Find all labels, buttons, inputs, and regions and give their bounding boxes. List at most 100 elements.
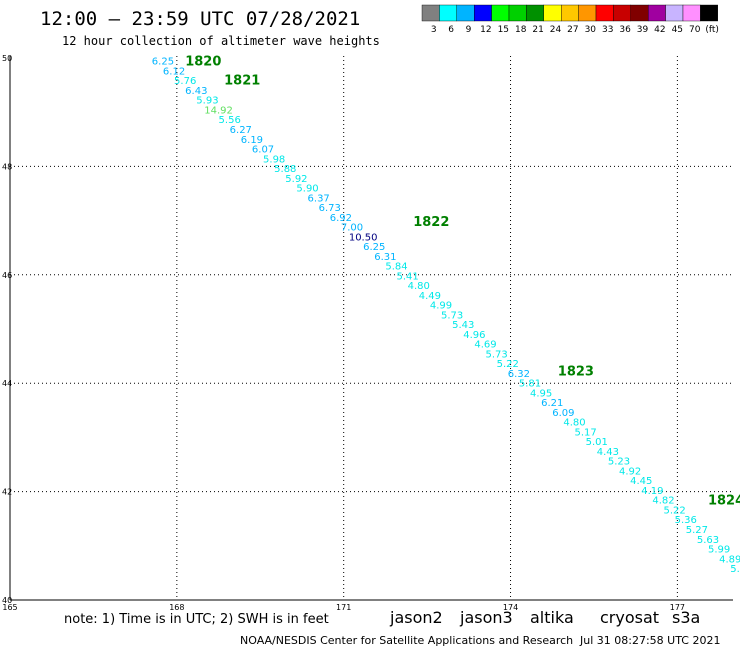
- wave-height-value: 5.63: [697, 535, 719, 546]
- wave-height-value: 6.31: [374, 252, 396, 263]
- credit-timestamp: Jul 31 08:27:58 UTC 2021: [580, 634, 721, 647]
- wave-height-value: 4.99: [430, 301, 452, 312]
- wave-height-value: 5.90: [296, 184, 318, 195]
- colorbar-label: 42: [654, 25, 665, 35]
- wave-height-value: 5.22: [497, 359, 519, 370]
- credit-line: NOAA/NESDIS Center for Satellite Applica…: [240, 634, 574, 647]
- x-tick-label: 171: [336, 603, 351, 612]
- y-tick-label: 46: [2, 271, 12, 280]
- wave-height-value: 6.37: [308, 193, 330, 204]
- wave-height-value: 5.76: [174, 76, 196, 87]
- colorbar-label: 3: [431, 25, 437, 35]
- colorbar-label: 9: [466, 25, 472, 35]
- wave-height-value: 5.73: [486, 349, 508, 360]
- colorbar-swatch: [456, 4, 475, 22]
- y-tick-label: 44: [2, 379, 12, 388]
- x-tick-label: 177: [670, 603, 685, 612]
- colorbar-label: 45: [672, 25, 683, 35]
- colorbar-swatch: [561, 4, 579, 22]
- colorbar-swatch: [543, 4, 562, 22]
- colorbar-swatch: [526, 4, 545, 22]
- wave-height-value: 6.25: [152, 57, 174, 68]
- colorbar-label: 70: [689, 25, 701, 35]
- wave-height-value: 4.80: [563, 418, 585, 429]
- wave-height-value: 6.73: [319, 203, 341, 214]
- colorbar-swatch: [665, 4, 684, 22]
- wave-height-value: 6.25: [363, 242, 385, 253]
- wave-height-value: 14.92: [204, 105, 233, 116]
- colorbar-swatch: [474, 4, 492, 22]
- colorbar-swatch: [613, 4, 632, 22]
- chart-title: 12:00 – 23:59 UTC 07/28/2021: [40, 8, 361, 30]
- colorbar-label: 39: [637, 25, 649, 35]
- time-label: 1822: [413, 215, 449, 230]
- time-label: 1823: [558, 365, 594, 380]
- colorbar-label: (ft): [705, 25, 719, 35]
- wave-height-value: 6.92: [330, 213, 352, 224]
- colorbar-swatch: [439, 4, 457, 22]
- time-label: 1820: [185, 55, 221, 70]
- colorbar-swatch: [421, 4, 440, 22]
- colorbar-label: 6: [448, 25, 454, 35]
- wave-height-value: 5.01: [586, 437, 608, 448]
- wave-height-value: 5.73: [441, 310, 463, 321]
- colorbar-swatch: [578, 4, 597, 22]
- wave-height-value: 4.19: [641, 486, 663, 497]
- colorbar-label: 12: [480, 25, 491, 35]
- wave-height-value: 5.84: [385, 262, 407, 273]
- wave-height-value: 5.98: [263, 154, 285, 165]
- wave-height-value: 6.32: [508, 369, 530, 380]
- wave-height-value: 10.50: [349, 232, 378, 243]
- wave-height-value: 5.88: [274, 164, 296, 175]
- wave-height-value: 4.45: [630, 476, 652, 487]
- colorbar-label: 30: [585, 25, 597, 35]
- wave-height-value: 5.34: [730, 564, 740, 575]
- colorbar-swatch: [491, 4, 510, 22]
- colorbar-label: 21: [532, 25, 543, 35]
- wave-height-value: 5.99: [708, 545, 730, 556]
- legend-cryosat: cryosat: [600, 608, 660, 627]
- y-tick-label: 50: [2, 54, 12, 63]
- units-note: note: 1) Time is in UTC; 2) SWH is in fe…: [64, 612, 329, 627]
- time-label: 1821: [224, 74, 260, 89]
- colorbar-swatch: [595, 4, 614, 22]
- wave-height-value: 5.36: [675, 515, 697, 526]
- wave-height-value: 4.43: [597, 447, 619, 458]
- x-tick-label: 168: [169, 603, 184, 612]
- colorbar-label: 27: [567, 25, 578, 35]
- wave-height-value: 4.69: [474, 340, 496, 351]
- wave-height-value: 6.43: [185, 86, 207, 97]
- wave-height-value: 5.27: [686, 525, 708, 536]
- wave-height-value: 6.07: [252, 145, 274, 156]
- wave-height-value: 5.22: [663, 505, 685, 516]
- colorbar-swatch: [648, 4, 666, 22]
- legend-jason2: jason2: [390, 608, 443, 627]
- x-tick-label: 174: [503, 603, 518, 612]
- colorbar-swatch: [630, 4, 649, 22]
- wave-height-value: 5.17: [574, 427, 596, 438]
- wave-height-value: 4.92: [619, 466, 641, 477]
- colorbar-label: 24: [550, 25, 562, 35]
- x-tick-label: 165: [2, 603, 17, 612]
- wave-height-value: 6.21: [541, 398, 563, 409]
- wave-height-value: 6.12: [163, 66, 185, 77]
- wave-height-value: 4.82: [652, 496, 674, 507]
- colorbar-label: 18: [515, 25, 527, 35]
- wave-height-value: 6.19: [241, 135, 263, 146]
- colorbar-label: 15: [498, 25, 509, 35]
- colorbar-label: 36: [619, 25, 631, 35]
- legend-altika: altika: [530, 608, 574, 627]
- wave-height-value: 5.81: [519, 379, 541, 390]
- wave-height-value: 5.23: [608, 457, 630, 468]
- legend-s3a: s3a: [672, 608, 701, 627]
- wave-height-value: 4.95: [530, 388, 552, 399]
- wave-height-value: 6.09: [552, 408, 574, 419]
- time-label: 1824: [708, 494, 740, 509]
- colorbar-swatch: [700, 4, 719, 22]
- wave-height-value: 4.80: [408, 281, 430, 292]
- colorbar-swatch: [508, 4, 527, 22]
- wave-height-value: 4.96: [463, 330, 485, 341]
- wave-height-value: 4.89: [719, 554, 740, 565]
- wave-height-value: 4.49: [419, 291, 441, 302]
